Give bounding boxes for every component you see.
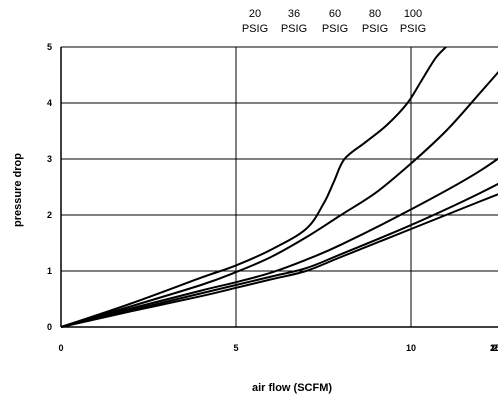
y-axis-label: pressure drop xyxy=(12,153,24,227)
series-line xyxy=(60,157,498,328)
series-label: 36 PSIG xyxy=(281,8,307,35)
x-tick-label: 0 xyxy=(58,343,63,353)
series-label: 100 PSIG xyxy=(400,8,426,35)
series-line xyxy=(60,193,498,328)
series-label-line: PSIG xyxy=(362,23,388,35)
y-tick-labels: 0 1 2 3 4 5 xyxy=(47,42,52,332)
y-tick-label: 1 xyxy=(47,266,52,276)
x-tick-label: 2 xyxy=(492,343,497,353)
x-tick-label: 5 xyxy=(233,343,238,353)
y-tick-label: 0 xyxy=(47,322,52,332)
y-tick-label: 4 xyxy=(47,98,52,108)
series-label-line: 20 xyxy=(249,8,261,20)
x-tick-label: 15 xyxy=(490,343,498,353)
x-tick-label: 20 xyxy=(490,343,498,353)
plot-frame xyxy=(60,46,498,328)
series-label-line: 36 xyxy=(288,8,300,20)
series-line xyxy=(60,70,498,328)
y-tick-label: 5 xyxy=(47,42,52,52)
y-tick-label: 2 xyxy=(47,210,52,220)
series-label: 80 PSIG xyxy=(362,8,388,35)
series-label-line: PSIG xyxy=(322,23,348,35)
series-label-line: PSIG xyxy=(281,23,307,35)
series-label-line: 60 xyxy=(329,8,341,20)
series-label-line: PSIG xyxy=(242,23,268,35)
series-lines xyxy=(60,46,498,328)
series-label: 60 PSIG xyxy=(322,8,348,35)
y-tick-label: 3 xyxy=(47,154,52,164)
series-label-line: 100 xyxy=(404,8,422,20)
series-labels: 20 PSIG 36 PSIG 60 PSIG 80 PSIG 100 PSIG xyxy=(242,8,426,35)
series-label: 20 PSIG xyxy=(242,8,268,35)
x-axis-label: air flow (SCFM) xyxy=(252,382,332,394)
series-label-line: PSIG xyxy=(400,23,426,35)
series-line xyxy=(60,182,498,328)
series-label-line: 80 xyxy=(369,8,381,20)
grid-lines xyxy=(61,46,498,327)
series-line xyxy=(60,46,447,328)
x-tick-label: 10 xyxy=(406,343,416,353)
